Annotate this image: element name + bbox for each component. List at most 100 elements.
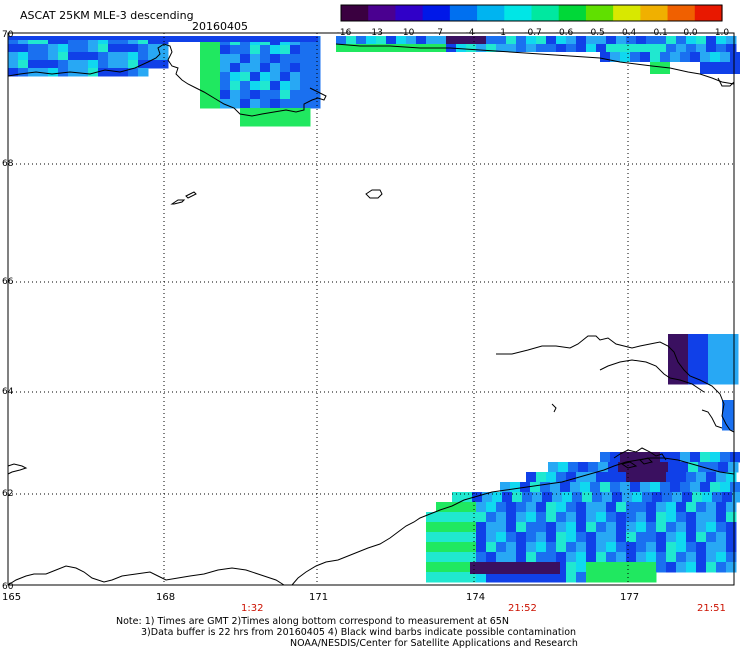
data-cell: [656, 522, 667, 533]
data-cell: [718, 334, 729, 345]
data-cell: [688, 462, 699, 473]
data-cell: [486, 44, 497, 52]
data-cell: [456, 542, 467, 553]
data-cell: [696, 36, 707, 44]
data-cell: [630, 52, 641, 62]
data-cell: [666, 542, 677, 553]
data-cell: [708, 462, 719, 473]
data-cell: [250, 90, 261, 100]
data-cell: [686, 562, 697, 573]
data-cell: [576, 502, 587, 513]
data-cell: [492, 492, 503, 503]
data-cell: [446, 532, 457, 543]
data-cell: [300, 54, 311, 64]
data-cell: [108, 60, 119, 69]
data-cell: [566, 542, 577, 553]
data-cell: [718, 364, 729, 375]
data-cell: [230, 54, 241, 64]
data-cell: [456, 512, 467, 523]
data-cell: [466, 36, 477, 44]
data-cell: [78, 52, 89, 61]
lon-label-165: 165: [2, 592, 21, 603]
data-cell: [666, 472, 677, 483]
data-cell: [566, 502, 577, 513]
data-cell: [280, 45, 291, 55]
data-cell: [526, 36, 537, 44]
data-cell: [506, 532, 517, 543]
data-cell: [310, 54, 321, 64]
data-cell: [626, 532, 637, 543]
data-cell: [536, 542, 547, 553]
data-cell: [670, 482, 681, 493]
data-cell: [336, 36, 347, 44]
data-cell: [646, 572, 657, 583]
lon-label-168: 168: [156, 592, 175, 603]
data-cell: [616, 562, 627, 573]
data-cell: [596, 472, 607, 483]
data-cell: [522, 492, 533, 503]
data-cell: [210, 72, 221, 82]
data-cell: [608, 462, 619, 473]
data-cell: [28, 44, 39, 53]
data-cell: [310, 72, 321, 82]
data-cell: [526, 552, 537, 563]
data-cell: [556, 512, 567, 523]
data-cell: [38, 44, 49, 53]
data-cell: [556, 552, 567, 563]
data-cell: [18, 68, 29, 77]
data-cell: [666, 522, 677, 533]
map-title: ASCAT 25KM MLE-3 descending: [20, 9, 194, 22]
data-cell: [686, 532, 697, 543]
data-cell: [626, 542, 637, 553]
chukotka-south-coast: [7, 565, 285, 586]
data-cell: [696, 512, 707, 523]
data-cell: [48, 68, 59, 77]
data-cell: [576, 472, 587, 483]
data-cell: [658, 462, 669, 473]
data-cell: [728, 354, 739, 365]
data-cell: [710, 482, 721, 493]
data-cell: [300, 108, 311, 118]
seward-peninsula: [496, 335, 735, 433]
data-cell: [650, 52, 661, 62]
data-cell: [640, 52, 651, 62]
data-cell: [270, 54, 281, 64]
data-cell: [676, 552, 687, 563]
data-cell: [436, 552, 447, 563]
data-cell: [636, 552, 647, 563]
data-cell: [668, 344, 679, 355]
data-cell: [716, 522, 727, 533]
data-cell: [676, 522, 687, 533]
data-cell: [566, 552, 577, 563]
alaska-cape: [717, 77, 735, 87]
data-cell: [426, 552, 437, 563]
data-cell: [38, 68, 49, 77]
data-cell: [616, 36, 627, 44]
data-cell: [260, 81, 271, 91]
data-cell: [726, 44, 737, 52]
data-cell: [576, 44, 587, 52]
data-cell: [200, 81, 211, 91]
data-cell: [462, 492, 473, 503]
data-cell: [676, 472, 687, 483]
data-cell: [310, 63, 321, 73]
data-cell: [486, 522, 497, 533]
data-cell: [556, 522, 567, 533]
data-cell: [88, 44, 99, 53]
data-cell: [470, 562, 560, 574]
data-cell: [148, 52, 159, 61]
data-cell: [598, 462, 609, 473]
data-cell: [646, 36, 657, 44]
data-cell: [496, 552, 507, 563]
data-cell: [128, 68, 139, 77]
data-cell: [38, 60, 49, 69]
data-cell: [446, 502, 457, 513]
data-cell: [666, 44, 677, 52]
island-small-2: [185, 191, 197, 199]
data-cell: [720, 482, 731, 493]
data-cell: [230, 81, 241, 91]
data-cell: [250, 63, 261, 73]
island-small-1: [170, 199, 186, 205]
data-cell: [128, 52, 139, 61]
data-cell: [722, 420, 734, 431]
